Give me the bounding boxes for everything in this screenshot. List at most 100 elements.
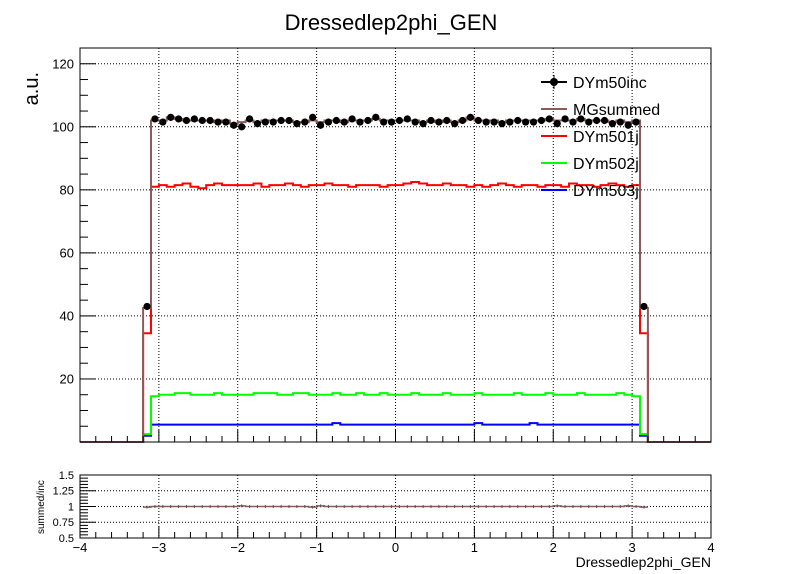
data-point — [340, 118, 348, 126]
data-point — [364, 116, 372, 125]
data-point — [411, 118, 419, 126]
data-point — [561, 115, 569, 123]
data-point — [143, 302, 151, 311]
x-tick-label: 4 — [707, 540, 714, 555]
y-tick-label: 60 — [60, 245, 74, 260]
ratio-y-axis-label: summed/inc — [36, 480, 47, 534]
data-point — [498, 120, 506, 128]
data-point — [419, 120, 427, 128]
data-point — [451, 120, 459, 128]
ratio-axes: 0.5 0.75 1 1.25 1.5 −4 −3 −2 −1 0 1 2 3 4 — [53, 470, 715, 555]
main-series — [80, 113, 711, 443]
y-tick-label: 0.75 — [53, 517, 74, 529]
y-tick-label: 100 — [52, 119, 74, 134]
data-point — [198, 116, 206, 125]
ratio-x-axis-label: Dressedlep2phi_GEN — [576, 554, 711, 570]
data-point — [285, 116, 293, 125]
data-point — [151, 115, 159, 123]
data-point — [387, 118, 396, 126]
data-point — [553, 120, 561, 128]
data-point — [458, 116, 467, 125]
legend-marker — [550, 78, 558, 86]
data-point — [206, 116, 214, 125]
data-point — [277, 116, 285, 125]
data-point — [537, 116, 546, 125]
data-point — [545, 115, 553, 123]
legend-label: DYm503j — [573, 183, 639, 200]
data-point — [348, 115, 356, 123]
series-step-line — [80, 422, 711, 443]
data-point — [190, 115, 198, 123]
series-step-line — [80, 180, 711, 443]
data-point — [632, 118, 640, 126]
data-point — [159, 118, 167, 126]
data-point — [435, 118, 443, 126]
data-point — [356, 118, 364, 126]
data-point — [522, 118, 530, 126]
y-tick-label: 0.5 — [59, 533, 74, 545]
x-tick-label: −2 — [230, 540, 245, 555]
data-point — [269, 118, 277, 126]
data-point — [214, 118, 222, 126]
data-point — [585, 118, 593, 126]
y-tick-label: 40 — [60, 308, 74, 323]
x-tick-label: 0 — [392, 540, 399, 555]
legend-label: DYm501j — [573, 129, 639, 146]
data-point — [245, 115, 254, 123]
data-point — [380, 118, 388, 126]
main-grid — [80, 48, 711, 442]
series-step-line — [80, 392, 711, 443]
data-point — [403, 115, 411, 123]
data-point — [482, 118, 490, 126]
ratio-step-line — [143, 505, 648, 508]
data-point — [616, 118, 624, 126]
data-point — [182, 116, 191, 125]
data-point — [529, 118, 538, 126]
legend-label: DYm502j — [573, 156, 639, 173]
data-point — [569, 118, 577, 126]
x-tick-label: −1 — [309, 540, 324, 555]
y-tick-label: 20 — [60, 372, 74, 387]
legend-label: DYm50inc — [573, 75, 647, 92]
x-tick-label: −3 — [151, 540, 166, 555]
legend-label: MGsummed — [573, 102, 660, 119]
y-tick-label: 120 — [52, 56, 74, 71]
data-point — [577, 115, 585, 123]
data-point — [238, 123, 246, 131]
data-point — [167, 113, 175, 121]
data-point — [600, 116, 609, 125]
data-point — [395, 116, 404, 125]
data-point — [309, 113, 317, 121]
series-step-line — [80, 116, 711, 443]
data-point — [624, 121, 632, 129]
data-point — [372, 113, 380, 121]
y-tick-label: 1 — [68, 501, 74, 513]
data-point — [427, 116, 435, 125]
data-point — [332, 116, 340, 125]
data-point — [490, 118, 498, 126]
data-point — [466, 113, 475, 121]
y-tick-label: 1.5 — [59, 470, 74, 482]
data-point — [324, 118, 333, 126]
x-tick-label: −4 — [73, 540, 88, 555]
main-y-axis-label: a.u. — [21, 72, 43, 105]
data-point — [593, 116, 601, 125]
data-point — [506, 118, 514, 126]
x-tick-label: 1 — [471, 540, 478, 555]
y-tick-label: 1.25 — [53, 486, 74, 498]
data-point — [174, 115, 183, 123]
data-point — [608, 120, 617, 128]
data-point — [230, 121, 238, 129]
data-point — [443, 116, 451, 125]
x-tick-label: 2 — [550, 540, 557, 555]
x-tick-label: 3 — [629, 540, 636, 555]
ratio-series — [143, 504, 648, 509]
data-point — [253, 120, 262, 128]
main-axes: 20 40 60 80 100 120 — [52, 56, 712, 442]
chart-title: Dressedlep2phi_GEN — [285, 10, 498, 35]
data-point — [261, 118, 269, 126]
legend: DYm50inc MGsummed DYm501j DYm502j DYm503j — [541, 75, 660, 200]
data-point — [222, 118, 230, 126]
data-point — [316, 121, 325, 129]
